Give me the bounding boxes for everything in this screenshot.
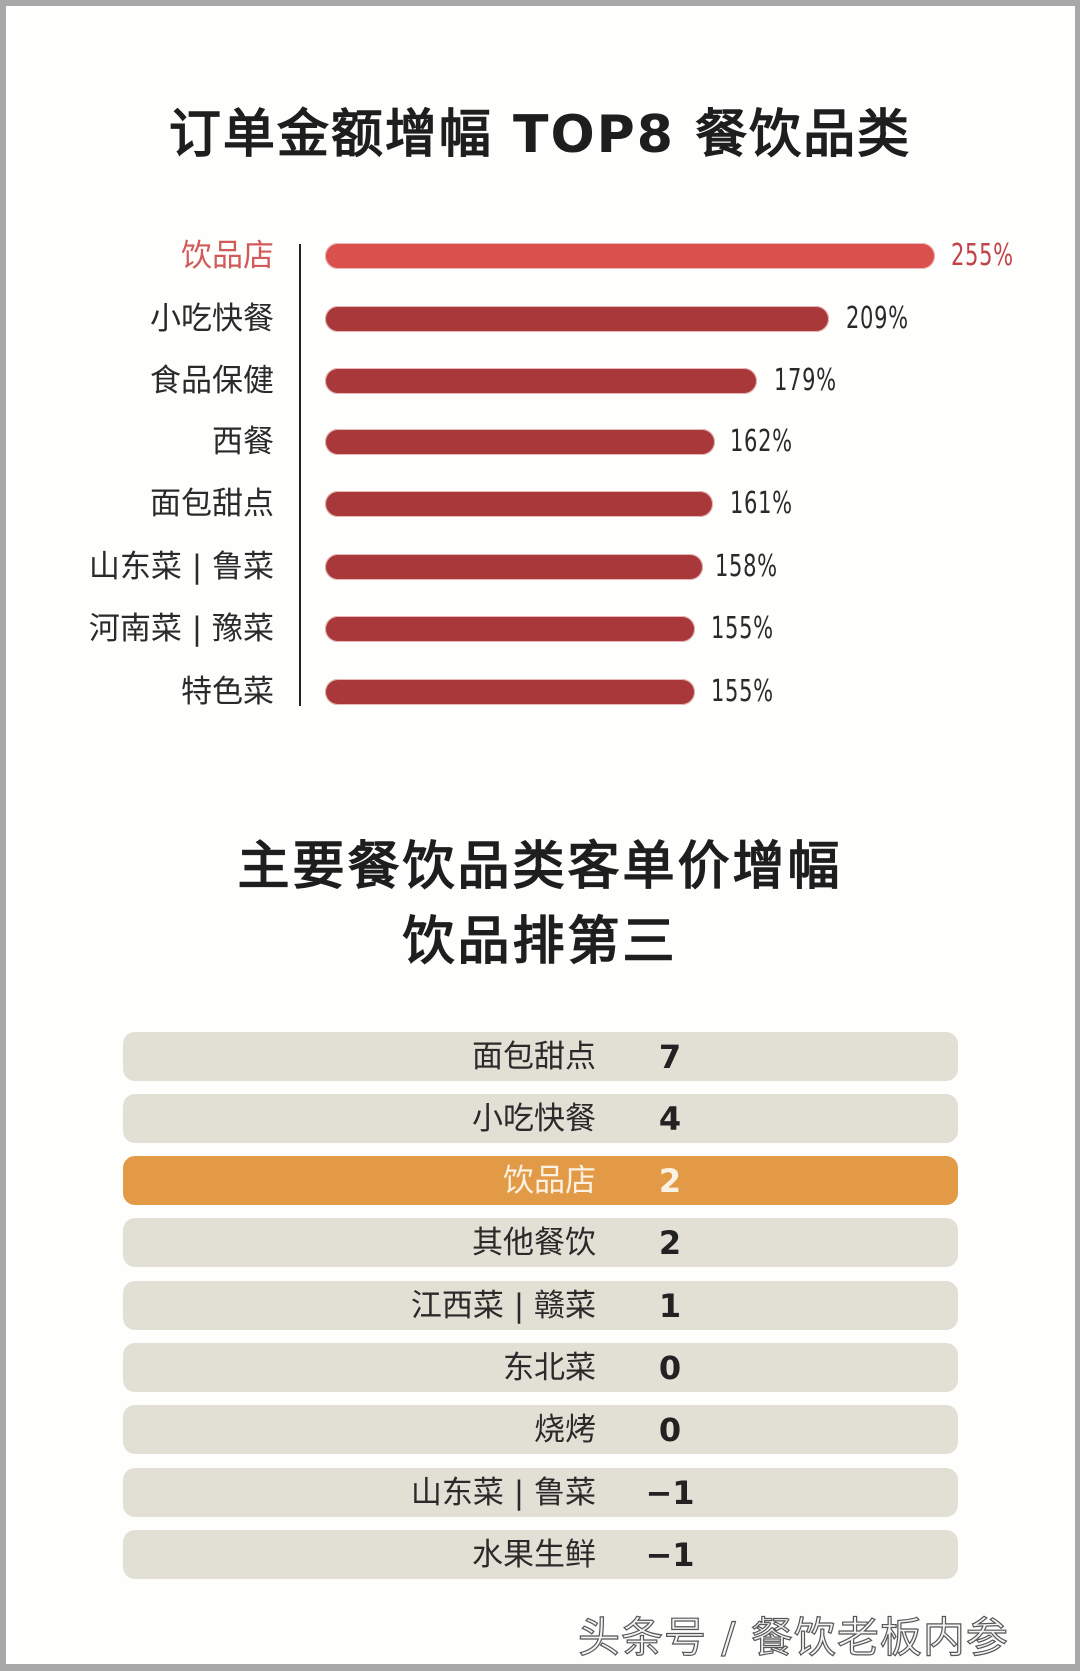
bar <box>325 491 713 517</box>
row-value: 2 <box>658 1224 682 1262</box>
bar-value: 179% <box>774 363 837 398</box>
bar-label: 河南菜 | 豫菜 <box>88 611 274 647</box>
bar-value: 155% <box>711 674 774 709</box>
row-label: 烧烤 <box>534 1412 596 1448</box>
row-label: 其他餐饮 <box>472 1225 596 1261</box>
bar <box>325 368 757 394</box>
row-label: 山东菜 | 鲁菜 <box>410 1475 596 1511</box>
bar-value: 255% <box>951 238 1014 273</box>
bar-value: 158% <box>715 549 778 584</box>
row-label: 小吃快餐 <box>472 1101 596 1137</box>
row-label: 东北菜 <box>503 1350 596 1386</box>
bar <box>325 429 715 455</box>
row-value: −1 <box>645 1474 695 1512</box>
bar-value: 161% <box>730 486 793 521</box>
bar <box>325 306 829 332</box>
row-value: −1 <box>645 1536 695 1574</box>
bar-value: 209% <box>846 301 909 336</box>
row-label: 饮品店 <box>503 1163 596 1199</box>
bar-label: 山东菜 | 鲁菜 <box>88 549 274 585</box>
table-row: 烧烤 0 <box>123 1405 958 1454</box>
row-label: 水果生鲜 <box>472 1537 596 1573</box>
bar-value: 162% <box>730 424 793 459</box>
table-row: 小吃快餐 4 <box>123 1094 958 1143</box>
table-row: 水果生鲜 −1 <box>123 1530 958 1579</box>
section-subtitle: 饮品排第三 <box>402 912 678 972</box>
row-value: 1 <box>658 1287 682 1325</box>
row-label: 面包甜点 <box>472 1039 596 1075</box>
table-row: 东北菜 0 <box>123 1343 958 1392</box>
bar-label: 面包甜点 <box>150 486 274 522</box>
chart-title: 订单金额增幅 TOP8 餐饮品类 <box>168 105 912 165</box>
watermark: 头条号 / 餐饮老板内参 <box>577 1612 1009 1662</box>
table-row: 面包甜点 7 <box>123 1032 958 1081</box>
bar-label: 西餐 <box>212 424 274 460</box>
y-axis-line <box>299 244 301 706</box>
row-value: 0 <box>658 1411 682 1449</box>
row-value: 7 <box>658 1038 682 1076</box>
row-value: 0 <box>658 1349 682 1387</box>
bar-label: 小吃快餐 <box>150 301 274 337</box>
section-title: 主要餐饮品类客单价增幅 <box>237 837 843 897</box>
table-row-highlighted: 饮品店 2 <box>123 1156 958 1205</box>
table-row: 山东菜 | 鲁菜 −1 <box>123 1468 958 1517</box>
bar <box>325 679 695 705</box>
table-row: 其他餐饮 2 <box>123 1218 958 1267</box>
bar <box>325 616 695 642</box>
bar <box>325 243 935 269</box>
row-label: 江西菜 | 赣菜 <box>410 1288 596 1324</box>
bar <box>325 554 703 580</box>
row-value: 4 <box>658 1100 682 1138</box>
table-row: 江西菜 | 赣菜 1 <box>123 1281 958 1330</box>
bar-label: 食品保健 <box>150 363 274 399</box>
row-value: 2 <box>658 1162 682 1200</box>
bar-label: 饮品店 <box>181 238 274 274</box>
bar-value: 155% <box>711 611 774 646</box>
bar-label: 特色菜 <box>181 674 274 710</box>
